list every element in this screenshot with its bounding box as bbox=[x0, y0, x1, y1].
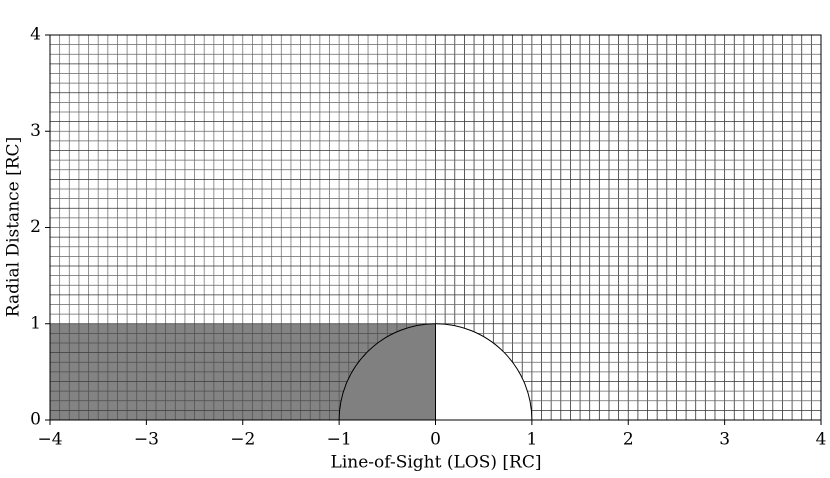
y-tick-label: 3 bbox=[30, 121, 41, 141]
y-tick-label: 1 bbox=[30, 313, 41, 333]
disk-left bbox=[339, 323, 436, 420]
disk-right bbox=[435, 323, 532, 420]
x-tick-label: 3 bbox=[719, 430, 730, 450]
x-tick-label: −2 bbox=[230, 430, 255, 450]
x-tick-label: −3 bbox=[134, 430, 159, 450]
y-tick-label: 4 bbox=[30, 25, 41, 45]
y-axis-label: Radial Distance [RC] bbox=[4, 137, 24, 317]
x-tick-label: 2 bbox=[623, 430, 634, 450]
y-tick-label: 0 bbox=[30, 410, 41, 430]
x-tick-label: −4 bbox=[37, 430, 62, 450]
x-tick-label: 4 bbox=[816, 430, 827, 450]
y-tick-label: 2 bbox=[30, 217, 41, 237]
x-tick-label: 0 bbox=[430, 430, 441, 450]
x-axis-label: Line-of-Sight (LOS) [RC] bbox=[331, 453, 542, 473]
x-tick-label: 1 bbox=[526, 430, 537, 450]
x-tick-label: −1 bbox=[327, 430, 352, 450]
